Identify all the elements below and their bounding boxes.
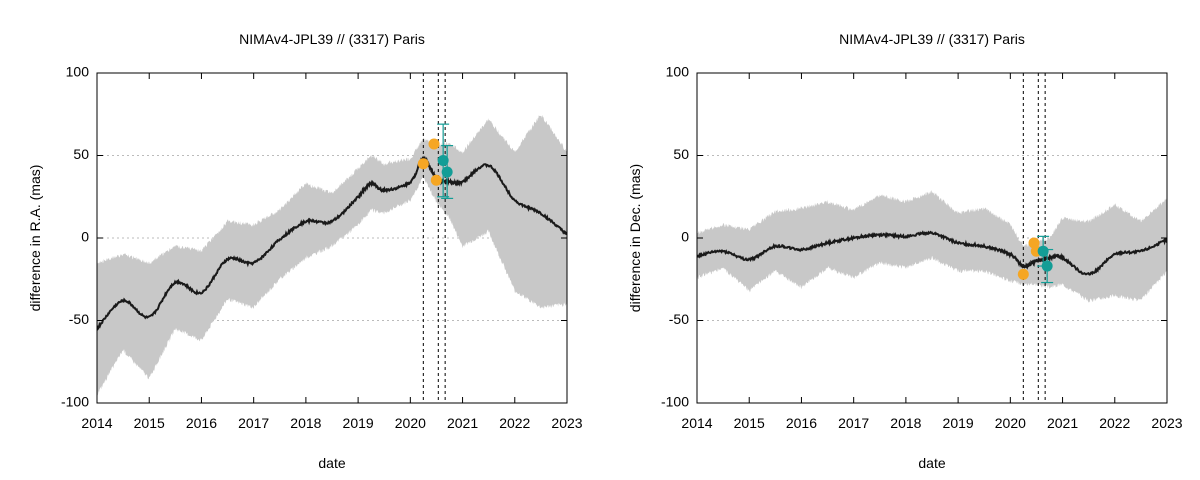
- y-axis-label: difference in R.A. (mas): [27, 165, 43, 312]
- y-tick-label: 0: [81, 229, 89, 245]
- y-tick-label: -100: [661, 394, 689, 410]
- y-tick-label: 0: [681, 229, 689, 245]
- x-tick-label: 2016: [186, 415, 217, 431]
- difference-curve: [97, 155, 567, 331]
- y-tick-label: -100: [61, 394, 89, 410]
- difference-curve: [697, 230, 1167, 276]
- x-tick-label: 2015: [134, 415, 165, 431]
- x-tick-label: 2014: [81, 415, 112, 431]
- x-tick-label: 2021: [1047, 415, 1078, 431]
- x-tick-label: 2020: [995, 415, 1026, 431]
- orange-observation-point: [417, 158, 429, 170]
- x-tick-label: 2020: [395, 415, 426, 431]
- teal-observation-point: [1041, 260, 1053, 272]
- uncertainty-band: [97, 114, 567, 396]
- y-tick-label: -50: [69, 311, 89, 327]
- x-tick-label: 2017: [838, 415, 869, 431]
- x-tick-label: 2022: [499, 415, 530, 431]
- y-tick-label: 100: [66, 64, 90, 80]
- x-tick-label: 2019: [943, 415, 974, 431]
- ra-difference-chart: -100 -50 0 50 100 2014 2015 2016 2017 2018 2019 202…: [27, 31, 583, 471]
- x-tick-label: 2016: [786, 415, 817, 431]
- chart-title: NIMAv4-JPL39 // (3317) Paris: [239, 31, 425, 47]
- y-tick-label: 50: [73, 146, 89, 162]
- uncertainty-band: [697, 189, 1167, 303]
- orange-observation-point: [1028, 237, 1040, 249]
- x-tick-label: 2018: [890, 415, 921, 431]
- x-axis-label: date: [918, 455, 945, 471]
- orange-observation-point: [1017, 268, 1029, 280]
- teal-observation-point: [1037, 245, 1049, 257]
- x-tick-label: 2021: [447, 415, 478, 431]
- x-tick-label: 2019: [343, 415, 374, 431]
- x-tick-label: 2018: [290, 415, 321, 431]
- x-tick-label: 2023: [551, 415, 582, 431]
- dec-difference-chart: -100 -50 0 50 100 2014 2015 2016 2017 2018 2019 202…: [627, 31, 1183, 471]
- y-tick-label: -50: [669, 311, 689, 327]
- x-tick-label: 2017: [238, 415, 269, 431]
- orange-observation-point: [428, 138, 440, 150]
- y-tick-label: 100: [666, 64, 690, 80]
- orange-observation-point: [430, 174, 442, 186]
- teal-observation-point: [437, 154, 449, 166]
- x-tick-label: 2023: [1151, 415, 1182, 431]
- x-tick-label: 2014: [681, 415, 712, 431]
- x-tick-label: 2022: [1099, 415, 1130, 431]
- x-axis-label: date: [318, 455, 345, 471]
- chart-title: NIMAv4-JPL39 // (3317) Paris: [839, 31, 1025, 47]
- teal-observation-point: [441, 166, 453, 178]
- y-tick-label: 50: [673, 146, 689, 162]
- x-tick-label: 2015: [734, 415, 765, 431]
- y-axis-label: difference in Dec. (mas): [627, 164, 643, 312]
